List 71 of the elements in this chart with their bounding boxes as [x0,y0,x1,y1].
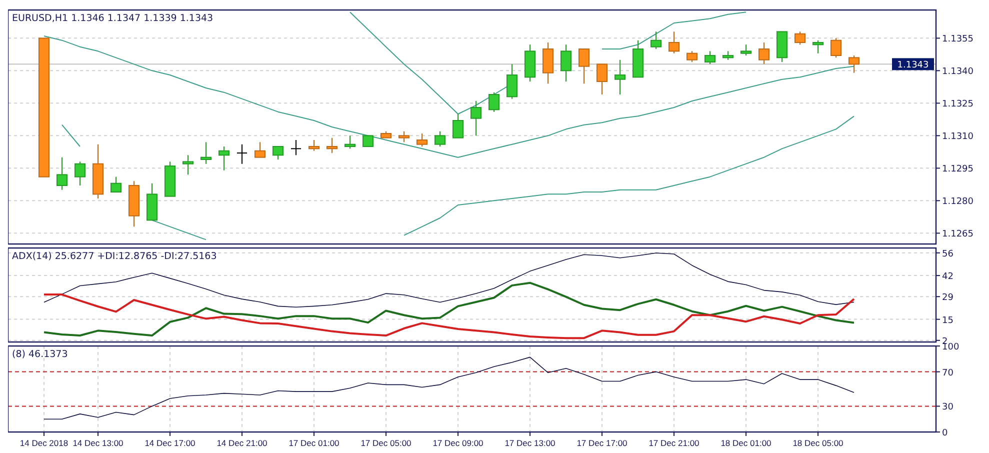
candlestick [506,64,518,100]
candlestick [848,55,860,74]
candlestick [291,140,301,156]
y-tick-label: 1.1265 [942,230,974,240]
y-tick-label: 29 [942,293,954,304]
candlestick [344,135,356,150]
x-tick-label: 17 Dec 13:00 [504,438,556,448]
x-tick-label: 17 Dec 05:00 [360,438,412,448]
y-tick-label: 30 [942,402,954,413]
line-series [43,294,855,340]
candlestick [470,100,482,136]
candlestick [812,40,824,54]
candlestick [218,146,230,171]
chart-title: EURUSD,H1 1.1346 1.1347 1.1339 1.1343 [12,13,214,24]
x-tick-label: 18 Dec 01:00 [720,438,772,448]
x-tick-label: 14 Dec 21:00 [216,438,268,448]
candlestick [398,130,410,143]
candlestick [74,161,86,186]
candlestick [560,44,572,82]
x-tick-label: 17 Dec 21:00 [648,438,700,448]
y-tick-label: 1.1295 [942,164,974,175]
candlestick [182,154,194,176]
y-tick-label: 1.1280 [942,197,974,208]
x-tick-label: 17 Dec 09:00 [432,438,484,448]
ref-line-label: 1.1343 [897,60,929,71]
x-tick-label: 18 Dec 05:00 [792,438,844,448]
candlestick [254,142,266,158]
chart-title: (8) 46.1373 [12,349,68,360]
y-tick-label: 42 [942,272,954,282]
y-tick-label: 100 [942,342,960,352]
candlestick [614,59,626,95]
candlestick [596,64,608,95]
y-tick-label: 1.1310 [942,132,974,142]
candlestick [272,146,284,160]
line-series [43,282,855,337]
line-series [44,356,854,420]
candlestick [110,176,122,192]
candlestick [308,140,320,152]
y-tick-label: 0 [942,428,948,438]
candlestick [200,142,212,164]
candlestick [830,38,842,58]
x-tick-label: 14 Dec 13:00 [72,438,124,448]
y-tick-label: 15 [942,316,954,326]
y-tick-label: 56 [942,249,954,260]
x-tick-label: 17 Dec 01:00 [288,438,340,448]
x-tick-label: 14 Dec 2018 [20,438,68,448]
x-tick-label: 17 Dec 17:00 [576,438,628,448]
y-tick-label: 1.1355 [942,34,974,45]
candlestick [794,31,806,46]
candlestick [452,114,464,138]
candlestick [704,50,716,65]
candlestick [56,156,68,190]
candlestick [434,130,446,147]
x-tick-label: 14 Dec 17:00 [144,438,196,448]
y-tick-label: 1.1340 [942,67,974,78]
chart-title: ADX(14) 25.6277 +DI:12.8765 -DI:27.5163 [12,251,217,262]
candlestick [326,137,338,154]
y-tick-label: 1.1325 [942,100,974,110]
candlestick [542,42,554,84]
candlestick [668,31,680,54]
candlestick [758,42,770,65]
candlestick [650,31,662,50]
candlestick [686,50,698,62]
candlestick [237,144,247,164]
y-tick-label: 70 [942,368,954,378]
candlestick [416,133,428,147]
candlestick [488,92,500,112]
line-series [44,36,854,158]
candlestick [362,135,374,147]
candlestick [740,44,752,56]
candlestick [578,48,590,84]
